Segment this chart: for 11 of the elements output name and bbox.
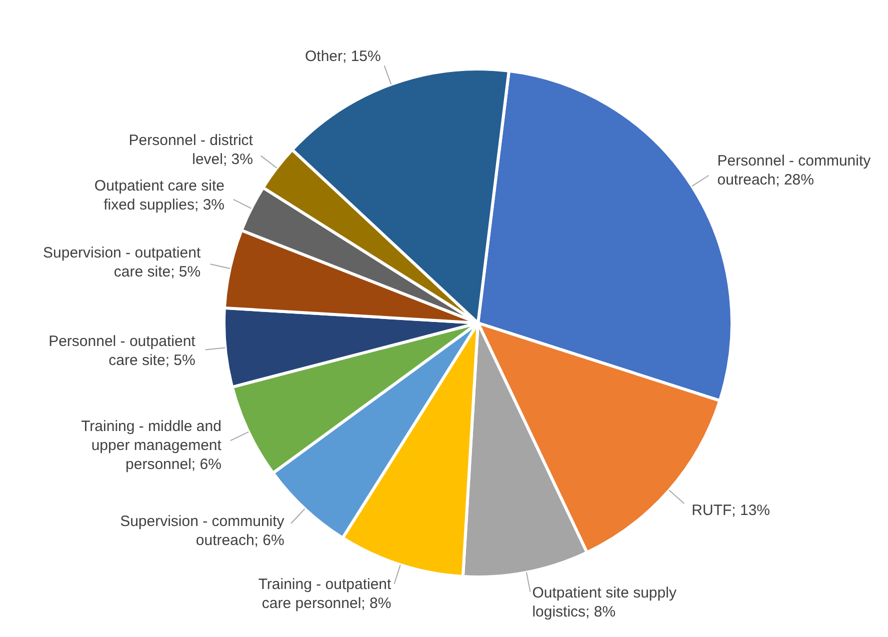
slice-label: Training - outpatient care personnel; 8% — [258, 575, 392, 612]
slice-label: Training - middle and upper management personnel; 6% — [81, 417, 222, 472]
slice-label: Supervision - outpatient care site; 5% — [43, 244, 202, 280]
slice-label: Personnel - outpatient care site; 5% — [48, 332, 196, 369]
slice-label: Outpatient care site fixed supplies; 3% — [94, 176, 225, 213]
slice-label: Personnel - community outreach; 28% — [717, 152, 872, 188]
slice-label: Other; 15% — [304, 48, 381, 65]
slice-label: Supervision - community outreach; 6% — [120, 512, 285, 549]
slice-label: Outpatient site supply logistics; 8% — [532, 584, 677, 620]
slice-label: RUTF; 13% — [692, 502, 770, 519]
slice-label: Personnel - district level; 3% — [128, 132, 254, 168]
